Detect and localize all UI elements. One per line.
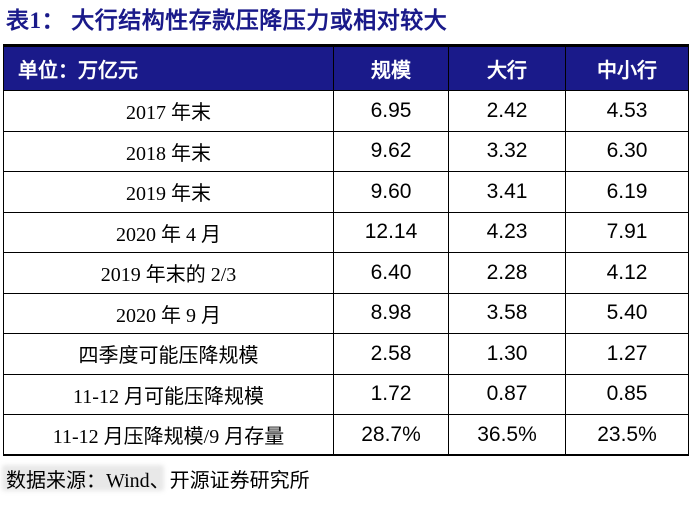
cell-value: 23.5% <box>565 414 689 456</box>
table-row: 2018 年末 9.62 3.32 6.30 <box>3 130 689 172</box>
cell-value: 4.53 <box>565 90 689 132</box>
cell-value: 6.19 <box>565 171 689 213</box>
table-title: 表1： 大行结构性存款压降压力或相对较大 <box>6 8 448 33</box>
cell-value: 9.60 <box>333 171 449 213</box>
cell-value: 1.30 <box>448 333 566 375</box>
cell-value: 2.42 <box>448 90 566 132</box>
data-source-text: 数据来源：Wind、开源证券研究所 <box>6 470 310 492</box>
cell-value: 36.5% <box>448 414 566 456</box>
row-label: 2019 年末 <box>3 171 334 213</box>
row-label: 11-12 月可能压降规模 <box>3 373 334 415</box>
data-source: 数据来源：Wind、开源证券研究所 <box>2 464 700 493</box>
row-label: 四季度可能压降规模 <box>3 333 334 375</box>
header-scale: 规模 <box>333 45 449 91</box>
table-row: 11-12 月压降规模/9 月存量 28.7% 36.5% 23.5% <box>3 414 689 456</box>
row-label: 2018 年末 <box>3 130 334 172</box>
header-big-banks: 大行 <box>448 45 566 91</box>
table-row: 2020 年 4 月 12.14 4.23 7.91 <box>3 211 689 253</box>
cell-value: 3.58 <box>448 292 566 334</box>
row-label: 11-12 月压降规模/9 月存量 <box>3 414 334 456</box>
row-label: 2019 年末的 2/3 <box>3 252 334 294</box>
cell-value: 5.40 <box>565 292 689 334</box>
header-unit: 单位：万亿元 <box>3 45 334 91</box>
cell-value: 9.62 <box>333 130 449 172</box>
cell-value: 2.58 <box>333 333 449 375</box>
row-label: 2020 年 4 月 <box>3 211 334 253</box>
cell-value: 4.23 <box>448 211 566 253</box>
row-label: 2017 年末 <box>3 90 334 132</box>
header-row: 单位：万亿元 规模 大行 中小行 <box>3 45 689 91</box>
table-row: 2020 年 9 月 8.98 3.58 5.40 <box>3 292 689 334</box>
cell-value: 8.98 <box>333 292 449 334</box>
cell-value: 7.91 <box>565 211 689 253</box>
cell-value: 6.30 <box>565 130 689 172</box>
cell-value: 0.85 <box>565 373 689 415</box>
cell-value: 0.87 <box>448 373 566 415</box>
cell-value: 3.32 <box>448 130 566 172</box>
cell-value: 6.95 <box>333 90 449 132</box>
header-small-mid-banks: 中小行 <box>565 45 689 91</box>
table-row: 11-12 月可能压降规模 1.72 0.87 0.85 <box>3 373 689 415</box>
table-row: 2017 年末 6.95 2.42 4.53 <box>3 90 689 132</box>
table-row: 2019 年末的 2/3 6.40 2.28 4.12 <box>3 252 689 294</box>
cell-value: 1.72 <box>333 373 449 415</box>
cell-value: 1.27 <box>565 333 689 375</box>
table-row: 四季度可能压降规模 2.58 1.30 1.27 <box>3 333 689 375</box>
structured-deposit-table: 单位：万亿元 规模 大行 中小行 2017 年末 6.95 2.42 4.53 2018… <box>3 44 689 456</box>
table-row: 2019 年末 9.60 3.41 6.19 <box>3 171 689 213</box>
cell-value: 12.14 <box>333 211 449 253</box>
cell-value: 2.28 <box>448 252 566 294</box>
cell-value: 3.41 <box>448 171 566 213</box>
cell-value: 6.40 <box>333 252 449 294</box>
cell-value: 4.12 <box>565 252 689 294</box>
cell-value: 28.7% <box>333 414 449 456</box>
row-label: 2020 年 9 月 <box>3 292 334 334</box>
